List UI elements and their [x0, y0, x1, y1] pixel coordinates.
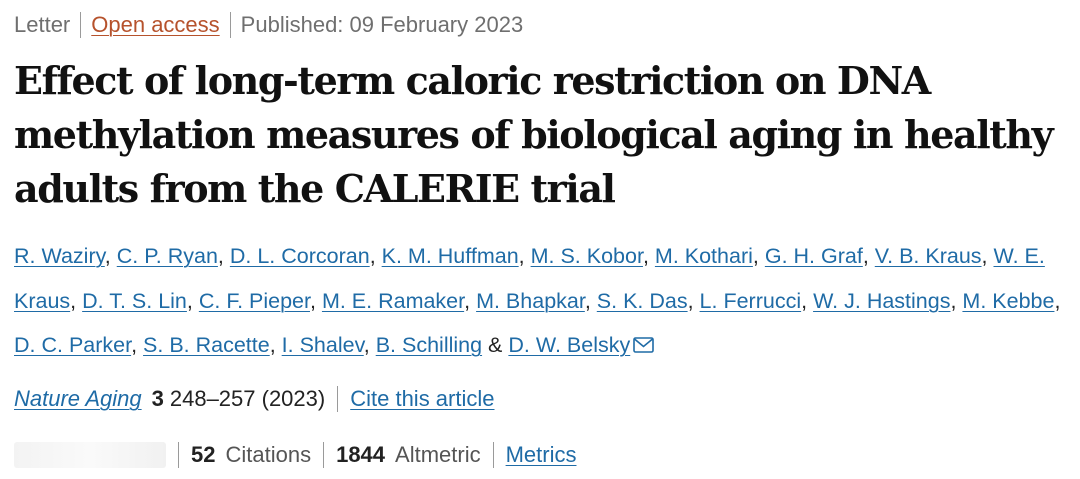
author-link[interactable]: M. Kebbe: [962, 288, 1055, 313]
author-link[interactable]: V. B. Kraus: [874, 244, 982, 268]
meta-divider: [80, 12, 82, 38]
metrics-link[interactable]: Metrics: [505, 442, 577, 467]
corresponding-author-link[interactable]: D. W. Belsky: [508, 333, 631, 357]
metrics-row: 52 Citations 1844 Altmetric Metrics: [14, 442, 576, 468]
author-link[interactable]: S. K. Das: [596, 288, 688, 313]
author-link[interactable]: W. E. Kraus: [14, 244, 1045, 313]
cite-article-link[interactable]: Cite this article: [350, 386, 495, 411]
article-meta-row: Letter Open access Published: 09 Februar…: [14, 12, 523, 38]
author-link[interactable]: C. F. Pieper: [198, 288, 310, 313]
obscured-accesses-counter: [14, 442, 166, 468]
author-link[interactable]: C. P. Ryan: [116, 244, 218, 268]
journal-volume: 3: [151, 386, 164, 411]
author-link[interactable]: L. Ferrucci: [699, 288, 802, 313]
citation-row: Nature Aging 3 248–257 (2023) Cite this a…: [14, 386, 495, 412]
published-date: Published: 09 February 2023: [240, 12, 524, 37]
citations-count: 52: [191, 442, 216, 467]
open-access-link[interactable]: Open access: [91, 12, 220, 37]
author-joiner: &: [488, 333, 503, 357]
author-list: R. Waziry, C. P. Ryan, D. L. Corcoran, K…: [14, 234, 1069, 369]
citations-label: Citations: [225, 442, 312, 467]
author-link[interactable]: M. Bhapkar: [476, 288, 585, 313]
author-link[interactable]: I. Shalev: [281, 333, 364, 357]
author-link[interactable]: K. M. Huffman: [381, 244, 519, 268]
altmetric-label: Altmetric: [395, 442, 481, 467]
metrics-divider: [323, 442, 325, 468]
author-link[interactable]: D. L. Corcoran: [229, 244, 370, 268]
author-link[interactable]: W. J. Hastings: [813, 288, 951, 313]
article-title: Effect of long-term caloric restriction …: [14, 58, 1054, 211]
mail-icon[interactable]: [633, 324, 655, 369]
author-link[interactable]: S. B. Racette: [143, 333, 270, 357]
altmetric-count: 1844: [336, 442, 386, 467]
author-link[interactable]: D. T. S. Lin: [82, 288, 187, 313]
metrics-divider: [492, 442, 494, 468]
author-link[interactable]: M. E. Ramaker: [321, 288, 465, 313]
journal-pages: 248–257 (2023): [169, 386, 326, 411]
citation-divider: [337, 386, 339, 412]
article-type: Letter: [14, 12, 71, 37]
journal-link[interactable]: Nature Aging: [14, 386, 142, 411]
author-link[interactable]: M. Kothari: [654, 244, 753, 268]
meta-divider: [229, 12, 231, 38]
author-link[interactable]: M. S. Kobor: [530, 244, 643, 268]
author-link[interactable]: D. C. Parker: [14, 333, 132, 357]
author-link[interactable]: R. Waziry: [14, 244, 105, 268]
metrics-divider: [178, 442, 179, 468]
author-link[interactable]: G. H. Graf: [764, 244, 863, 268]
author-link[interactable]: B. Schilling: [375, 333, 483, 357]
